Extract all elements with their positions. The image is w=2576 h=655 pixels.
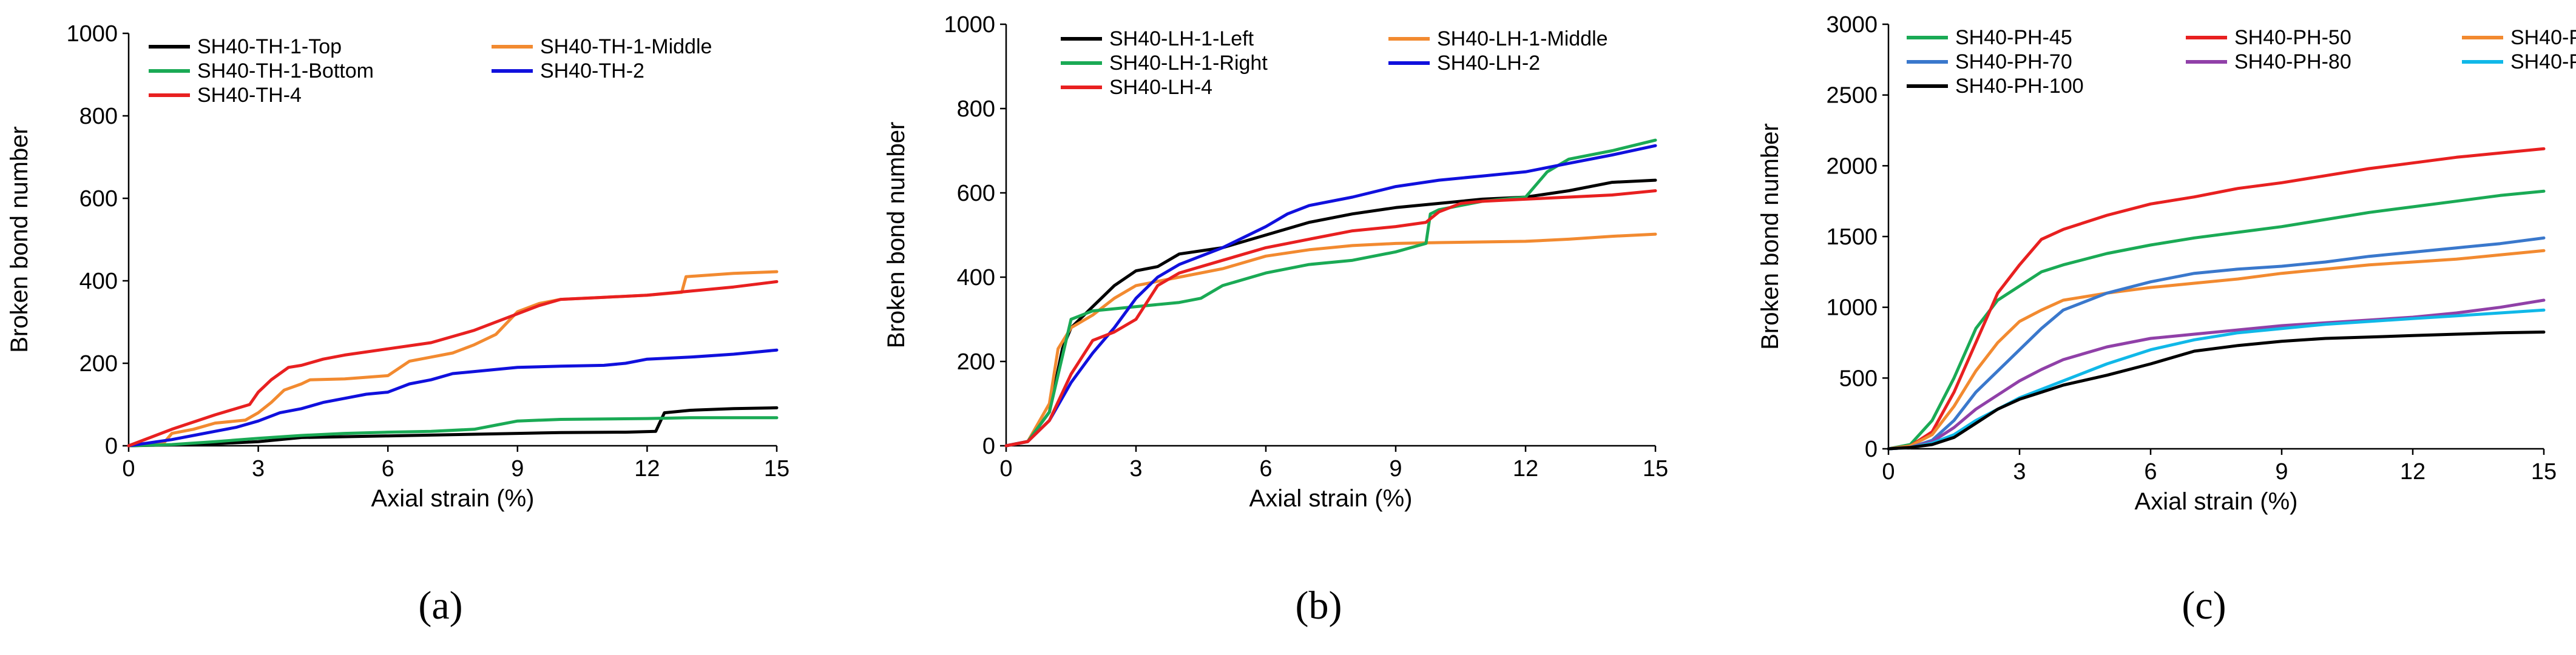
chart-2-y-tick-label: 1500: [1826, 224, 1878, 250]
chart-0-y-tick-label: 0: [105, 434, 118, 459]
chart-0-x-tick-label: 9: [511, 456, 524, 482]
chart-0-x-tick-label: 3: [252, 456, 265, 482]
chart-2-x-axis-title: Axial strain (%): [2135, 488, 2298, 515]
chart-2-x-tick-label: 12: [2400, 459, 2426, 485]
chart-0-panel-label: (a): [418, 583, 462, 628]
chart-2: 0 3 6 9 12 15 0 500 1000 1500 2000 2500 3000 Axial st…: [1757, 12, 2576, 628]
chart-2-x-tick-label: 15: [2531, 459, 2557, 485]
chart-0-x-tick-label: 0: [122, 456, 135, 482]
chart-1-x-tick-label: 15: [1643, 456, 1668, 482]
chart-0-x-axis-title: Axial strain (%): [371, 485, 535, 512]
chart-1-series-line-1: [1004, 232, 1657, 448]
chart-1-y-axis-title: Broken bond number: [883, 122, 910, 349]
chart-2-panel-label: (c): [2182, 583, 2226, 628]
chart-2-x-tick-label: 9: [2275, 459, 2288, 485]
chart-1-x-axis-title: Axial strain (%): [1249, 485, 1413, 512]
chart-1-x-tick-label: 12: [1513, 456, 1538, 482]
chart-2-legend-label: SH40-PH-45: [1955, 26, 2072, 49]
chart-2-y-tick-label: 0: [1865, 437, 1878, 462]
chart-0-series-line-0: [127, 406, 779, 448]
chart-1-y-tick-label: 400: [957, 265, 995, 291]
chart-0-x-tick-label: 6: [382, 456, 394, 482]
chart-1-x-tick-label: 6: [1259, 456, 1272, 482]
chart-0-y-tick-label: 200: [79, 351, 118, 377]
chart-2-y-tick-label: 3000: [1826, 12, 1878, 38]
chart-0-x-tick-label: 15: [764, 456, 789, 482]
chart-1-legend-label: SH40-LH-1-Right: [1109, 52, 1268, 75]
chart-0-y-tick-label: 1000: [66, 21, 118, 47]
chart-0-y-tick-label: 600: [79, 186, 118, 212]
chart-1-x-tick-label: 3: [1129, 456, 1142, 482]
chart-2-x-tick-label: 0: [1882, 459, 1895, 485]
chart-2-series-line-5: [1887, 308, 2546, 451]
chart-1-legend-label: SH40-LH-1-Left: [1109, 27, 1254, 50]
chart-2-y-tick-label: 500: [1839, 366, 1878, 391]
chart-1-x-tick-label: 0: [999, 456, 1012, 482]
chart-1-legend-label: SH40-LH-1-Middle: [1437, 27, 1608, 50]
chart-2-series-line-0: [1887, 189, 2546, 451]
chart-2-series-line-4: [1887, 298, 2546, 451]
chart-0-series-line-2: [127, 416, 779, 448]
chart-0-y-tick-label: 800: [79, 104, 118, 129]
chart-2-legend-label: SH40-PH-50: [2234, 26, 2351, 49]
chart-0-y-axis-title: Broken bond number: [6, 126, 33, 353]
chart-0-legend-label: SH40-TH-1-Bottom: [197, 59, 374, 82]
chart-1-panel-label: (b): [1296, 583, 1342, 628]
chart-2-legend-label: SH40-PH-70: [1955, 50, 2072, 73]
chart-2-series-line-1: [1887, 147, 2546, 451]
chart-0-y-tick-label: 400: [79, 269, 118, 294]
chart-1-legend-label: SH40-LH-2: [1437, 52, 1540, 75]
chart-2-y-axis-title: Broken bond number: [1757, 123, 1783, 350]
chart-1-series-line-0: [1004, 178, 1657, 448]
chart-2-series-line-6: [1887, 331, 2546, 451]
chart-1-x-tick-label: 9: [1389, 456, 1402, 482]
chart-1-series-line-3: [1004, 144, 1657, 448]
chart-2-y-tick-label: 2000: [1826, 153, 1878, 179]
chart-1-y-tick-label: 0: [982, 434, 995, 459]
chart-0-legend-label: SH40-TH-4: [197, 84, 302, 107]
chart-2-y-tick-label: 2500: [1826, 83, 1878, 109]
chart-0-legend-label: SH40-TH-2: [540, 59, 644, 82]
chart-2-x-tick-label: 3: [2013, 459, 2026, 485]
chart-1: 0 3 6 9 12 15 0 200 400 600 800 1000 Axial strain (%…: [883, 12, 1668, 628]
chart-1-legend-label: SH40-LH-4: [1109, 76, 1212, 99]
chart-2-x-tick-label: 6: [2144, 459, 2157, 485]
chart-2-legend-label: SH40-PH-80: [2234, 50, 2351, 73]
chart-0-legend-label: SH40-TH-1-Middle: [540, 35, 712, 58]
chart-2-legend-label: SH40-PH-90: [2510, 50, 2576, 73]
chart-1-y-tick-label: 800: [957, 96, 995, 122]
chart-0-series-line-4: [127, 280, 779, 448]
chart-2-legend-label: SH40-PH-60: [2510, 26, 2576, 49]
chart-2-series-line-3: [1887, 236, 2546, 451]
chart-1-y-tick-label: 200: [957, 349, 995, 375]
chart-1-y-tick-label: 1000: [944, 12, 995, 38]
chart-1-series-line-4: [1004, 189, 1657, 448]
chart-1-y-tick-label: 600: [957, 181, 995, 206]
chart-0: 0 3 6 9 12 15 0 200 400 600 800 1000 Axial strain (%…: [6, 21, 789, 628]
chart-0-x-tick-label: 12: [634, 456, 660, 482]
chart-2-y-tick-label: 1000: [1826, 295, 1878, 321]
chart-0-legend-label: SH40-TH-1-Top: [197, 35, 342, 58]
chart-2-legend-label: SH40-PH-100: [1955, 75, 2084, 98]
chart-2-series-line-2: [1887, 249, 2546, 451]
chart-1-series-line-2: [1004, 138, 1657, 448]
chart-0-series-line-3: [127, 348, 779, 448]
